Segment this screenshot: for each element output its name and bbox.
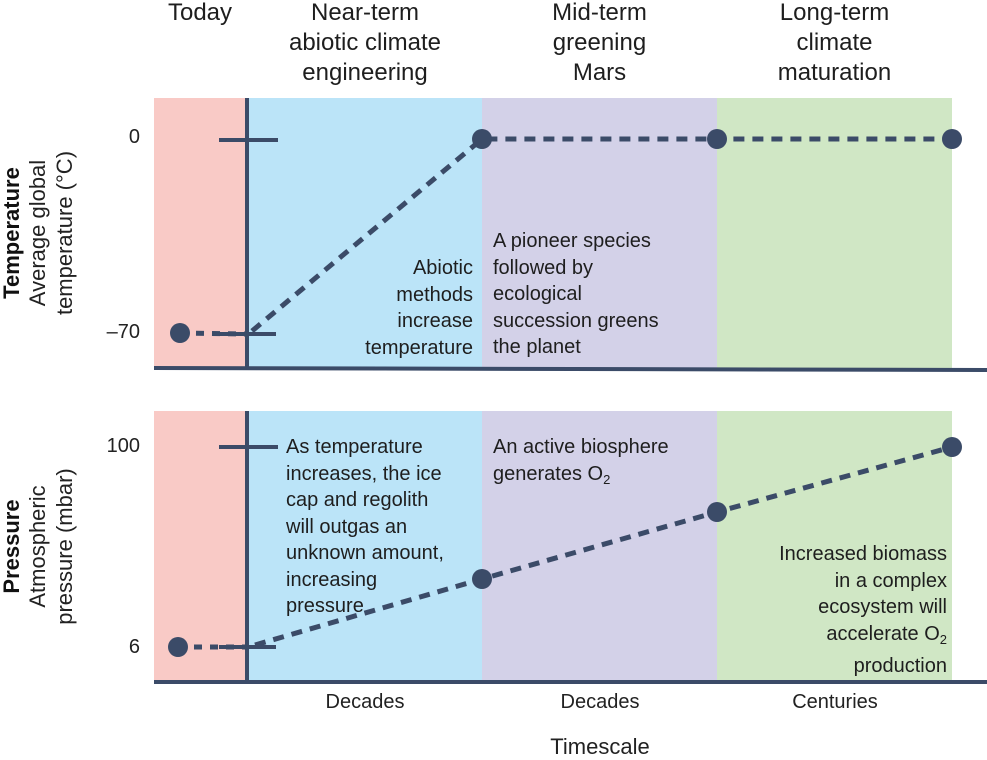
timescale-mid-term: Decades xyxy=(560,691,640,713)
phase-title-line: greening xyxy=(552,29,647,56)
note-line: increases, the ice xyxy=(286,462,442,485)
temperature-x-axis xyxy=(153,366,987,372)
note-line: methods xyxy=(396,283,473,306)
pressure-tick-100: 100 xyxy=(106,435,140,457)
note-line: generates O2 xyxy=(493,461,713,494)
note-increased-biomass: Increased biomass in a complex ecosystem… xyxy=(720,541,947,680)
phase-title-line: Near-term xyxy=(310,0,419,26)
phase-title-today: Today xyxy=(150,0,250,28)
subscript: 2 xyxy=(603,471,611,487)
note-text: accelerate O xyxy=(826,622,940,645)
phase-title-today-text: Today xyxy=(167,0,233,26)
note-line: Increased biomass xyxy=(779,543,947,565)
note-line: Abiotic xyxy=(412,257,473,279)
phase-title-line: Long-term xyxy=(779,0,890,26)
temperature-line xyxy=(250,136,952,333)
phase-title-line: abiotic climate xyxy=(288,29,442,56)
temperature-point-mid-term xyxy=(707,129,727,149)
note-line: temperature xyxy=(365,336,473,359)
note-abiotic-methods: Abiotic methods increase temperature xyxy=(300,255,473,361)
phase-title-near-term: Near-term abiotic climate engineering xyxy=(248,0,482,88)
band-today-temperature xyxy=(154,98,247,368)
note-line: ecological xyxy=(493,283,582,305)
pressure-point-mid-term xyxy=(707,502,727,522)
note-line: ecosystem will xyxy=(818,596,947,618)
phase-title-line: maturation xyxy=(777,59,892,86)
band-mid-term-pressure xyxy=(482,411,717,682)
note-active-biosphere: An active biosphere generates O2 xyxy=(493,434,713,493)
note-line: An active biosphere xyxy=(493,436,669,458)
note-line: accelerate O2 xyxy=(720,621,947,654)
temperature-tick-0: 0 xyxy=(128,126,140,148)
phase-title-line: Mid-term xyxy=(552,0,647,26)
note-outgassing: As temperature increases, the ice cap an… xyxy=(286,434,481,620)
phase-title-line: climate xyxy=(796,29,873,56)
timescale-near-term: Decades xyxy=(325,691,405,713)
pressure-tick-6: 6 xyxy=(128,636,140,658)
note-line: in a complex xyxy=(834,569,947,592)
note-line: cap and regolith xyxy=(286,489,429,511)
temperature-point-near-term xyxy=(472,129,492,149)
note-line: increasing xyxy=(286,568,378,591)
band-mid-term-temperature xyxy=(482,98,717,368)
temperature-point-long-term xyxy=(942,129,962,149)
note-text: generates O xyxy=(493,462,604,485)
note-line: production xyxy=(853,655,947,677)
pressure-point-long-term xyxy=(942,437,962,457)
pressure-point-today xyxy=(168,637,188,657)
timescale-long-term: Centuries xyxy=(792,691,878,713)
timescale-axis-title: Timescale xyxy=(550,734,650,759)
band-near-term-temperature xyxy=(247,98,482,368)
phase-title-line: engineering xyxy=(302,59,428,86)
note-line: As temperature xyxy=(286,436,423,458)
phase-title-mid-term: Mid-term greening Mars xyxy=(482,0,717,88)
temperature-line-today xyxy=(179,330,248,337)
note-line: the planet xyxy=(493,336,581,358)
note-line: A pioneer species xyxy=(493,230,651,252)
subscript: 2 xyxy=(939,631,947,647)
note-pioneer-species: A pioneer species followed by ecological… xyxy=(493,228,713,361)
band-near-term-pressure xyxy=(247,411,482,682)
note-line: followed by xyxy=(493,256,594,279)
note-line: increase xyxy=(397,310,473,332)
note-line: unknown amount, xyxy=(286,542,444,564)
note-line: will outgas an xyxy=(286,515,408,538)
band-today-pressure xyxy=(154,411,247,682)
band-long-term-temperature xyxy=(717,98,952,368)
phase-title-long-term: Long-term climate maturation xyxy=(717,0,952,88)
temperature-tick-minus70: –70 xyxy=(106,321,140,343)
note-line: pressure xyxy=(286,595,364,617)
pressure-point-near-term xyxy=(472,569,492,589)
phase-title-line: Mars xyxy=(572,59,627,86)
temperature-point-today xyxy=(170,323,190,343)
pressure-line xyxy=(254,444,953,648)
note-line: succession greens xyxy=(493,309,659,332)
